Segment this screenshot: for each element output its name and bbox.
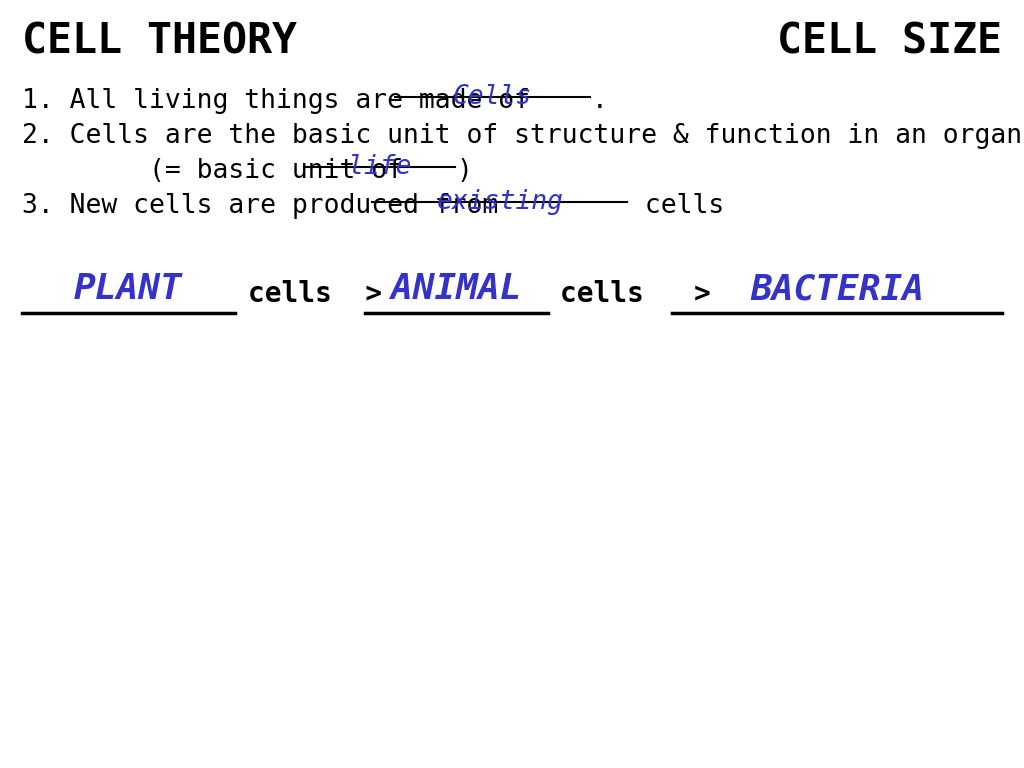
Text: ): ) [457,158,472,184]
Text: PLANT: PLANT [74,272,183,306]
Text: life: life [348,154,412,180]
Text: cells   >: cells > [560,280,711,308]
Text: cells: cells [630,193,725,219]
Text: 1. All living things are made of: 1. All living things are made of [22,88,546,114]
Text: .: . [592,88,608,114]
Text: (= basic unit of: (= basic unit of [22,158,419,184]
Text: BACTERIA: BACTERIA [750,272,924,306]
Text: 3. New cells are produced from: 3. New cells are produced from [22,193,514,219]
Text: 2. Cells are the basic unit of structure & function in an organism: 2. Cells are the basic unit of structure… [22,123,1024,149]
Text: cells  >: cells > [248,280,382,308]
Text: CELL THEORY: CELL THEORY [22,20,297,62]
Text: existing: existing [436,189,563,215]
Text: Cells: Cells [453,84,532,110]
Text: CELL SIZE: CELL SIZE [777,20,1002,62]
Text: ANIMAL: ANIMAL [391,272,522,306]
